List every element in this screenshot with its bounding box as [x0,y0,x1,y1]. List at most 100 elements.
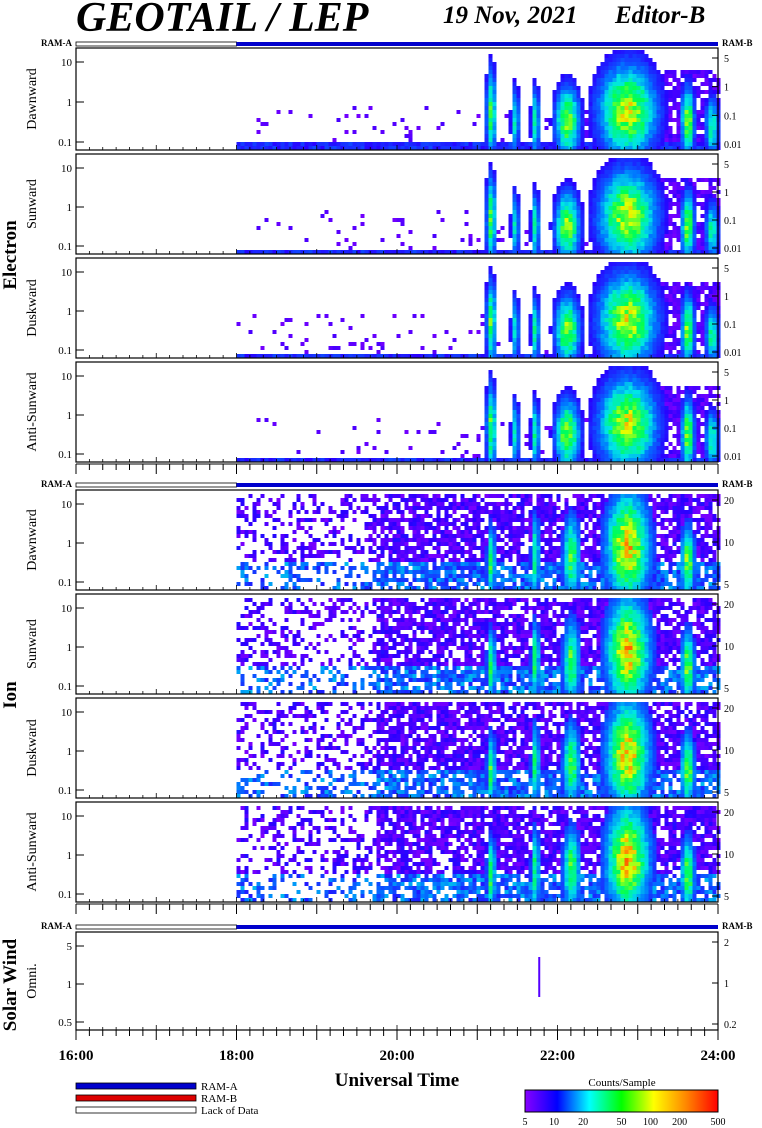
electron-panel-3-rtick-label-0: 5 [724,368,729,379]
ion-panel-3-ltick-label-0: 10 [61,811,73,823]
colorbar-tick-5: 200 [672,1117,687,1128]
electron-panel-2-rtick-label-2: 0.1 [724,320,737,331]
ion-panel-0-ltick-label-2: 0.1 [58,577,72,589]
electron-ram-label-right: RAM-B [722,38,753,48]
sw-data [538,957,541,997]
electron-panel-1-ltick-label-0: 10 [61,163,73,175]
ion-panel-1-rtick-label-1: 10 [724,642,734,653]
electron-panel-2-label: Duskward [25,279,40,337]
electron-panel-1-rtick-label-0: 5 [724,160,729,171]
sw-ram-label-right: RAM-B [722,921,753,931]
legend-swatch-0 [75,1082,197,1090]
electron-panel-0-ltick-label-0: 10 [61,57,73,69]
sw-panel-rtick-label-1: 1 [724,979,729,990]
sw-panel-rtick-label-0: 2 [724,938,729,949]
ion-panel-3-rtick-label-1: 10 [724,850,734,861]
electron-panel-2-rtick-label-0: 5 [724,264,729,275]
colorbar-tick-2: 20 [578,1117,588,1128]
electron-panel-1-label: Sunward [25,179,40,229]
sw-panel-ltick-label-0: 5 [67,941,73,953]
colorbar-tick-3: 50 [617,1117,627,1128]
electron-panel-0-ltick-label-1: 1 [67,97,73,109]
electron-panel-3-ltick-label-2: 0.1 [58,449,72,461]
electron-2-data [236,262,721,358]
electron-panel-1-rtick-label-2: 0.1 [724,216,737,227]
ion-panel-0-ltick-label-0: 10 [61,499,73,511]
x-axis-label: Universal Time [335,1070,459,1091]
electron-panel-2-ltick-label-2: 0.1 [58,345,72,357]
sw-panel-rtick-label-2: 0.2 [724,1020,737,1031]
electron-panel-0-ltick-label-2: 0.1 [58,137,72,149]
sw-ram-lack [75,924,237,930]
ion-ram-lack [75,482,237,488]
ion-panel-1-ltick-label-2: 0.1 [58,681,72,693]
ion-panel-2-ltick-label-1: 1 [67,746,73,758]
group-label-electron: Electron [0,220,21,290]
colorbar-title: Counts/Sample [588,1077,655,1089]
sw-burst [538,957,541,997]
ion-panel-1-rtick-label-0: 20 [724,600,734,611]
ion-ram-label-right: RAM-B [722,479,753,489]
chart-editor: Editor-B [615,2,706,29]
ion-panel-1-ltick-label-0: 10 [61,603,73,615]
legend-label-1: RAM-B [201,1093,237,1105]
electron-panel-3-rtick-label-3: 0.01 [724,452,742,463]
ion-panel-2-rtick-label-0: 20 [724,704,734,715]
ion-1-data [236,598,721,694]
electron-panel-3-rtick-label-2: 0.1 [724,424,737,435]
electron-panel-2-ltick-label-0: 10 [61,267,73,279]
colorbar-tick-1: 10 [549,1117,559,1128]
colorbar-tick-0: 5 [523,1117,528,1128]
electron-panel-3-rtick-label-1: 1 [724,396,729,407]
x-tick-label-4: 24:00 [701,1048,736,1064]
colorbar-tick-6: 500 [711,1117,726,1128]
electron-1-data [236,158,721,254]
ion-panel-0-ltick-label-1: 1 [67,538,73,550]
electron-3-data [236,366,721,462]
electron-panel-1-ltick-label-2: 0.1 [58,241,72,253]
sw-panel-label: Omni. [25,963,40,998]
ion-panel-3-rtick-label-0: 20 [724,808,734,819]
electron-panel-3-ltick-label-0: 10 [61,371,73,383]
sw-panel-ltick-label-1: 1 [67,979,73,991]
x-tick-label-3: 22:00 [540,1048,575,1064]
ion-panel-0-rtick-label-1: 10 [724,538,734,549]
electron-panel-0-label: Dawnward [25,68,40,129]
electron-panel-1-rtick-label-1: 1 [724,188,729,199]
electron-ram-label-left: RAM-A [41,38,72,48]
electron-panel-0-rtick-label-0: 5 [724,54,729,65]
electron-panel-3-label: Anti-Sunward [25,372,40,451]
electron-panel-2-ltick-label-1: 1 [67,306,73,318]
electron-ram-lack [75,41,237,47]
ion-panel-0-label: Dawnward [25,509,40,570]
ion-panel-3-ltick-label-2: 0.1 [58,889,72,901]
ion-panel-1-rtick-label-2: 5 [724,684,729,695]
ion-panel-1-label: Sunward [25,619,40,669]
ion-3-data [236,806,721,902]
group-label-ion: Ion [0,681,21,709]
legend-swatch-1 [75,1094,197,1102]
ion-panel-2-label: Duskward [25,719,40,777]
electron-panel-0-rtick-label-1: 1 [724,83,729,94]
sw-panel-frame [75,931,719,1031]
electron-0-data [236,50,721,150]
x-tick-label-2: 20:00 [380,1048,415,1064]
colorbar-tick-4: 100 [643,1117,658,1128]
chart-date: 19 Nov, 2021 [443,2,578,29]
ion-0-data [236,494,721,590]
ion-panel-2-ltick-label-2: 0.1 [58,785,72,797]
sw-ram-rama [236,925,718,929]
ion-panel-0-rtick-label-0: 20 [724,496,734,507]
electron-panel-2-rtick-label-1: 1 [724,292,729,303]
ion-ram-label-left: RAM-A [41,479,72,489]
electron-panel-0-rtick-label-2: 0.1 [724,111,737,122]
electron-panel-0-rtick-label-3: 0.01 [724,140,742,151]
legend-label-2: Lack of Data [201,1105,259,1117]
ion-panel-3-ltick-label-1: 1 [67,850,73,862]
chart-title: GEOTAIL / LEP [76,0,369,41]
electron-ram-rama [236,42,718,46]
ion-ram-rama [236,483,718,487]
ion-2-data [236,702,721,798]
ion-panel-1-ltick-label-1: 1 [67,642,73,654]
ion-panel-2-rtick-label-1: 10 [724,746,734,757]
